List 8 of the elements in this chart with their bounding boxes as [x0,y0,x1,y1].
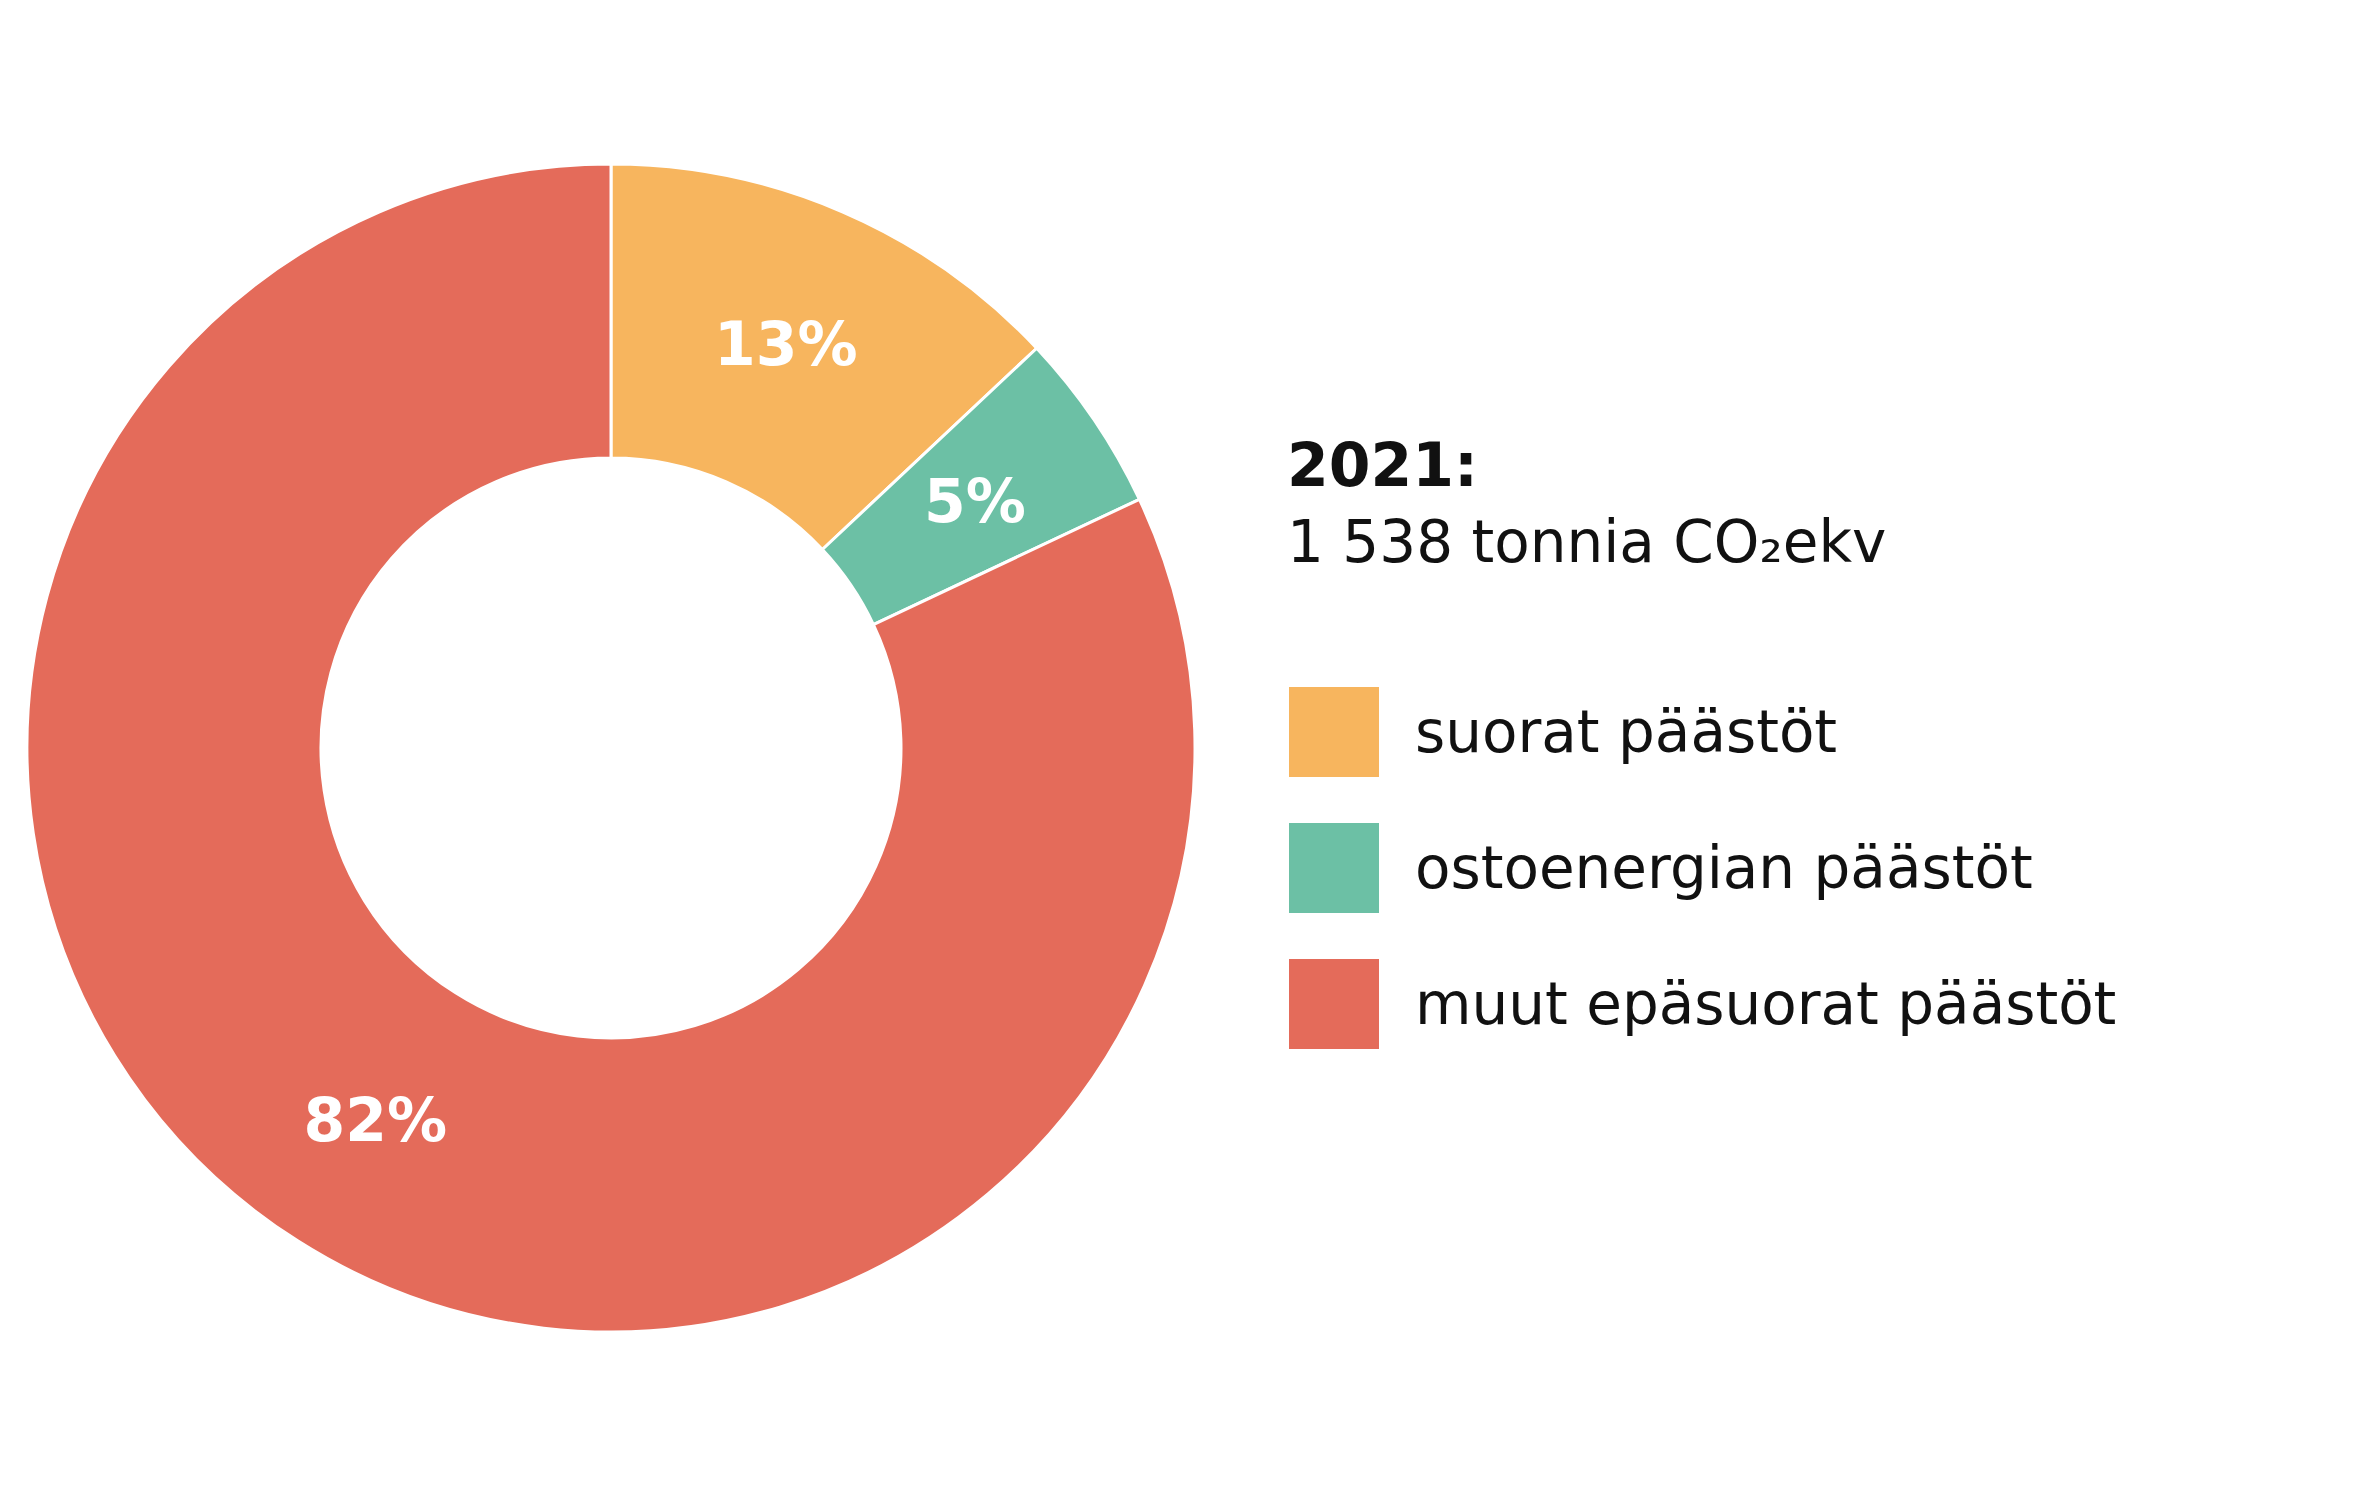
data-label: 82% [303,1084,448,1155]
legend-label: muut epäsuorat päästöt [1415,970,2117,1038]
data-label: 13% [713,309,858,380]
legend-label: ostoenergian päästöt [1415,834,2033,902]
text: 1 538 tonnia CO₂ekv [1287,508,1887,576]
data-label: 5% [923,465,1026,536]
legend-label: suorat päästöt [1415,698,1838,766]
text: 2021: [1287,430,1478,500]
